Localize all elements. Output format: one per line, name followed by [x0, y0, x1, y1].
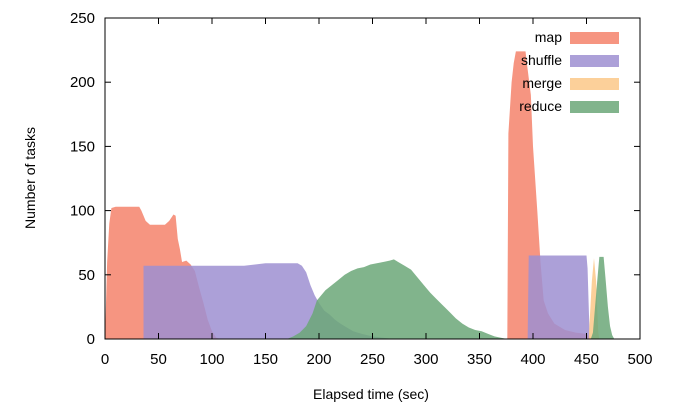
axis-layer: 0 50 100 150 200 250 300 350 400 450 500 0 50 100 150 2… — [70, 10, 653, 368]
x-axis-label: Elapsed time (sec) — [313, 386, 429, 402]
legend-label-map: map — [535, 29, 562, 45]
y-tick-label: 50 — [78, 267, 95, 284]
x-tick-label: 200 — [306, 351, 331, 368]
y-tick-label: 250 — [70, 10, 95, 27]
x-tick-label: 0 — [101, 351, 109, 368]
legend-swatch-map — [570, 32, 619, 44]
x-tick-label: 500 — [627, 351, 652, 368]
legend-swatch-reduce — [570, 101, 619, 113]
x-tick-label: 300 — [413, 351, 438, 368]
legend-label-merge: merge — [522, 75, 562, 91]
series-area-shuffle — [105, 255, 640, 339]
x-tick-label: 450 — [574, 351, 599, 368]
plot-layer — [105, 51, 640, 339]
y-tick-label: 200 — [70, 74, 95, 91]
x-tick-label: 250 — [360, 351, 385, 368]
legend-label-shuffle: shuffle — [521, 52, 562, 68]
y-tick-label: 150 — [70, 138, 95, 155]
x-tick-label: 350 — [467, 351, 492, 368]
x-tick-label: 150 — [253, 351, 278, 368]
x-tick-label: 100 — [199, 351, 224, 368]
y-tick-label: 0 — [87, 331, 95, 348]
legend-swatch-merge — [570, 78, 619, 90]
series-area-reduce — [105, 256, 640, 339]
x-tick-label: 400 — [520, 351, 545, 368]
x-tick-label: 50 — [150, 351, 167, 368]
legend-swatch-shuffle — [570, 55, 619, 67]
y-axis-label: Number of tasks — [22, 127, 38, 229]
y-tick-label: 100 — [70, 203, 95, 220]
legend-layer: map shuffle merge reduce — [519, 29, 619, 114]
legend-label-reduce: reduce — [519, 98, 562, 114]
